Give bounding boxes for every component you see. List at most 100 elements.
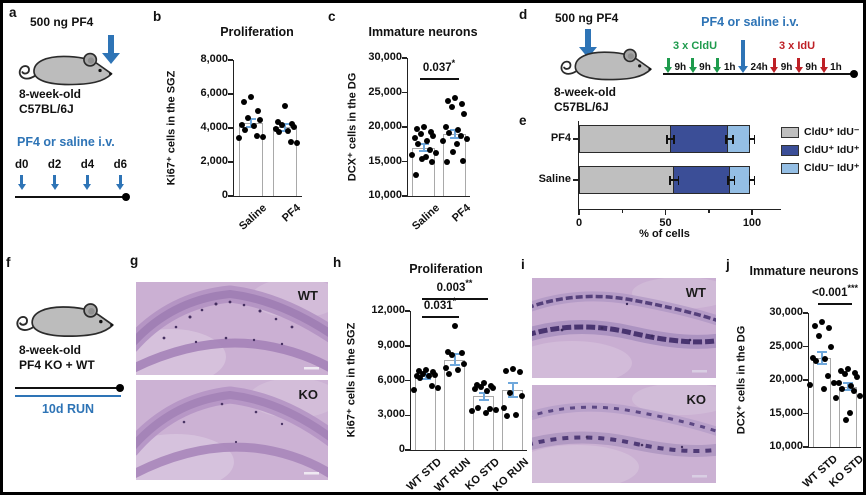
data-point <box>254 132 260 139</box>
legend-label: CldU⁺ IdU⁻ <box>804 126 860 138</box>
y-tick <box>401 126 407 128</box>
data-point <box>482 409 489 416</box>
treatment-label-a: PF4 or saline i.v. <box>17 135 115 149</box>
data-point <box>260 133 266 140</box>
data-point <box>285 128 291 135</box>
data-point <box>477 383 484 390</box>
ki67-positive-cells <box>162 300 294 346</box>
data-point <box>492 407 499 414</box>
error-bar <box>727 179 735 181</box>
dose-label-d: 500 ng PF4 <box>555 11 619 25</box>
bar-chart-h: 0 3,000 6,000 9,000 12,000 WT STD WT RUN KO STD… <box>371 279 530 492</box>
timeline-a-day: d2 <box>48 159 61 190</box>
genotype-label-ko: KO <box>687 392 707 407</box>
data-point <box>431 371 438 378</box>
error-bar-cap <box>843 389 853 392</box>
error-bar-cap <box>843 382 853 384</box>
data-point <box>245 114 251 121</box>
day-label: d6 <box>113 159 127 171</box>
data-point <box>457 132 464 139</box>
data-point <box>449 148 456 155</box>
panel-letter-c: c <box>328 9 336 24</box>
timeline-d: 9h 9h 1h 24h 9h 9h 1h <box>663 40 858 78</box>
ki67-positive-cells <box>182 402 284 444</box>
mouse-nose <box>109 72 112 76</box>
data-point <box>813 357 819 364</box>
injection-arrow <box>83 175 92 190</box>
y-tick <box>404 449 410 451</box>
injection-arrow <box>50 175 59 190</box>
timeline-end-dot <box>116 384 124 393</box>
data-point <box>443 159 450 166</box>
y-tick-label: 2,000 <box>200 155 228 167</box>
x-tick-label: 100 <box>742 217 762 229</box>
y-tick-label: 0 <box>221 189 228 201</box>
error-bar-cap <box>507 381 518 384</box>
data-point <box>857 393 863 400</box>
bar <box>272 127 298 196</box>
x-tick-label: 0 <box>575 217 583 229</box>
dcx-band-upper <box>532 294 716 322</box>
data-point <box>434 385 441 392</box>
stacked-segment <box>669 125 729 153</box>
legend-item: CldU⁻ IdU⁺ <box>781 162 859 174</box>
stacked-bar-row <box>579 125 750 153</box>
y-tick-label: 9,000 <box>377 338 405 351</box>
data-point <box>460 110 467 117</box>
data-point <box>842 370 848 377</box>
panel-letter-a: a <box>9 5 17 20</box>
idu-arrow <box>819 58 828 73</box>
chart-title-c: Immature neurons <box>368 25 478 39</box>
data-point <box>458 100 465 107</box>
data-point <box>816 333 822 340</box>
error-bar <box>453 129 456 139</box>
data-point <box>276 129 282 136</box>
data-point <box>415 368 422 375</box>
interval-label: 9h <box>805 62 818 73</box>
data-point <box>289 120 295 127</box>
data-point <box>242 126 248 133</box>
error-bar-cap <box>748 175 751 185</box>
error-bar-cap <box>753 134 756 144</box>
data-point <box>282 102 288 109</box>
data-point <box>506 389 513 396</box>
day-label: d0 <box>15 159 29 171</box>
data-point <box>248 93 254 100</box>
chart-title-j: Immature neurons <box>749 264 859 278</box>
legend-item: CldU⁺ IdU⁻ <box>781 126 859 138</box>
data-point <box>836 379 842 386</box>
scale-bar <box>692 370 707 373</box>
error-bar <box>749 138 755 140</box>
age-label-d: 8-week-old <box>554 85 617 99</box>
data-point <box>423 137 430 144</box>
x-tick <box>578 209 580 215</box>
histology-image-ki67-wt: WT <box>136 282 328 375</box>
data-point <box>279 122 285 129</box>
timeline-a: d0 d2 d4 d6 <box>15 159 133 203</box>
data-point <box>509 366 516 373</box>
significance-line <box>419 78 459 80</box>
data-point <box>502 367 509 374</box>
legend-swatch-darkblue <box>781 144 799 156</box>
row-label: PF4 <box>550 132 571 144</box>
cldu-label: 3 x CldU <box>673 40 718 52</box>
y-tick <box>227 161 233 163</box>
row-label: Saline <box>538 173 571 185</box>
y-tick <box>802 412 808 415</box>
bar-chart-c: 10,000 15,000 20,000 25,000 30,000 Saline PF4 0… <box>368 51 472 233</box>
data-point <box>458 350 465 357</box>
data-point <box>408 152 415 159</box>
y-tick <box>227 195 233 197</box>
run-label: 10d RUN <box>41 402 95 416</box>
genotype-label-f: PF4 KO + WT <box>19 358 95 372</box>
interval-label: 1h <box>830 62 842 73</box>
timeline-end-dot <box>122 193 130 202</box>
error-bar-cap <box>817 363 827 366</box>
panel-letter-e: e <box>519 113 527 128</box>
genotype-label-wt: WT <box>298 288 318 303</box>
data-point <box>419 370 426 377</box>
legend-swatch-lightblue <box>781 162 799 174</box>
data-point <box>471 386 478 393</box>
data-point <box>821 386 827 393</box>
x-tick-label: 50 <box>659 217 672 229</box>
